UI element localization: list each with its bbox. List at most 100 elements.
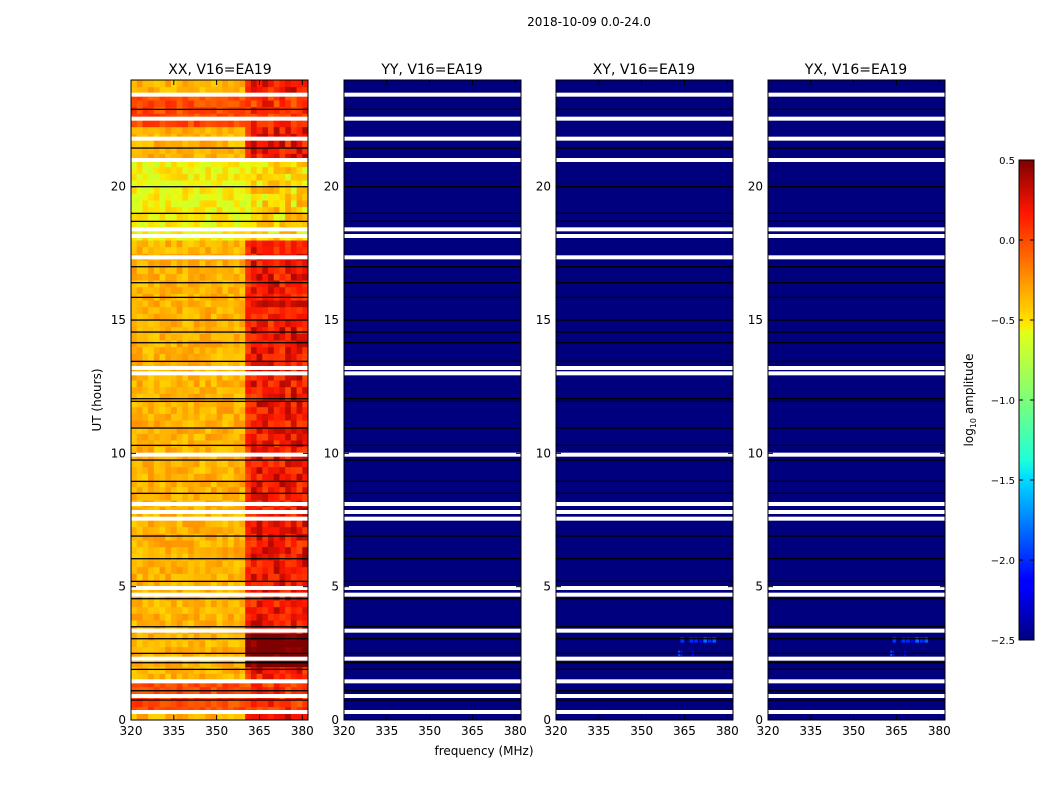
signal-patch [703,637,707,643]
heatmap-cell [142,473,149,481]
heatmap-cell [131,93,138,101]
heatmap-cell [193,713,201,721]
heatmap-cell [250,713,258,721]
heatmap-cell [182,386,189,394]
heatmap-cell [233,673,240,681]
heatmap-cell [290,533,298,541]
heatmap-cell [216,273,223,281]
heatmap-cell [279,206,286,214]
heatmap-cell [210,533,218,541]
heatmap-cell [256,326,263,334]
heatmap-cell [142,86,149,94]
heatmap-cell [233,440,240,448]
heatmap-cell [210,280,218,288]
heatmap-cell [188,713,195,721]
heatmap-cell [285,613,292,621]
heatmap-cell [199,240,206,248]
heatmap-cell [210,273,218,281]
heatmap-cell [228,520,235,528]
heatmap-cell [205,420,212,428]
heatmap-cell [170,646,178,654]
flagged-gap [344,371,521,376]
heatmap-cell [256,266,263,274]
x-tick-label: 320 [757,724,780,738]
flag-line [556,444,733,447]
heatmap-cell [193,400,201,408]
heatmap-cell [182,420,189,428]
heatmap-cell [250,353,258,361]
heatmap-cell [199,633,206,641]
heatmap-cell [290,633,298,641]
heatmap-cell [153,240,161,248]
heatmap-cell [256,613,263,621]
heatmap-cell [170,473,178,481]
heatmap-cell [279,393,286,401]
heatmap-cell [176,480,183,488]
heatmap-cell [165,433,172,441]
heatmap-cell [170,166,178,174]
heatmap-cell [199,646,206,654]
heatmap-cell [148,153,155,161]
heatmap-cell [131,700,138,708]
heatmap-cell [205,160,212,168]
heatmap-cell [216,366,223,374]
flagged-gap [344,116,521,121]
heatmap-cell [290,346,298,354]
flag-line [344,266,521,268]
heatmap-cell [273,533,280,541]
heatmap-cell [273,206,280,214]
heatmap-cell [273,400,280,408]
colorbar-label-sub: 10 [969,418,978,428]
heatmap-cell [268,640,275,648]
heatmap-cell [131,573,138,581]
heatmap-cell [233,220,240,228]
heatmap-cell [302,560,309,568]
heatmap-cell [210,100,218,108]
heatmap-cell [142,260,149,268]
heatmap-cell [205,586,212,594]
heatmap-cell [148,313,155,321]
heatmap-cell [285,86,292,94]
heatmap-cell [250,413,258,421]
heatmap-cell [170,633,178,641]
heatmap-cell [262,220,269,228]
heatmap-cell [182,326,189,334]
heatmap-cell [245,246,252,254]
heatmap-cell [262,393,269,401]
heatmap-cell [170,480,178,488]
heatmap-cell [199,413,206,421]
flag-line [556,638,733,640]
heatmap-cell [136,440,143,448]
heatmap-cell [245,673,252,681]
heatmap-cell [262,633,269,641]
heatmap-cell [182,673,189,681]
heatmap-cell [205,240,212,248]
heatmap-cell [182,240,189,248]
heatmap-cell [233,486,240,494]
flagged-gap [131,502,308,506]
heatmap-cell [239,546,246,554]
heatmap-cell [148,173,155,181]
heatmap-cell [256,240,263,248]
heatmap-cell [210,613,218,621]
heatmap-cell [199,166,206,174]
heatmap-cell [199,186,206,194]
flagged-gap [344,227,521,232]
heatmap-cell [245,586,252,594]
heatmap-cell [159,566,166,574]
heatmap-cell [245,213,252,221]
heatmap-cell [176,540,183,548]
heatmap-cell [222,420,229,428]
heatmap-cell [148,340,155,348]
heatmap-cell [222,246,229,254]
heatmap-cell [216,553,223,561]
heatmap-cell [193,93,201,101]
heatmap-cell [268,586,275,594]
heatmap-cell [193,586,201,594]
heatmap-cell [205,553,212,561]
heatmap-cell [159,600,166,608]
heatmap-cell [216,566,223,574]
heatmap-cell [199,486,206,494]
heatmap-cell [250,633,258,641]
heatmap-cell [176,200,183,208]
